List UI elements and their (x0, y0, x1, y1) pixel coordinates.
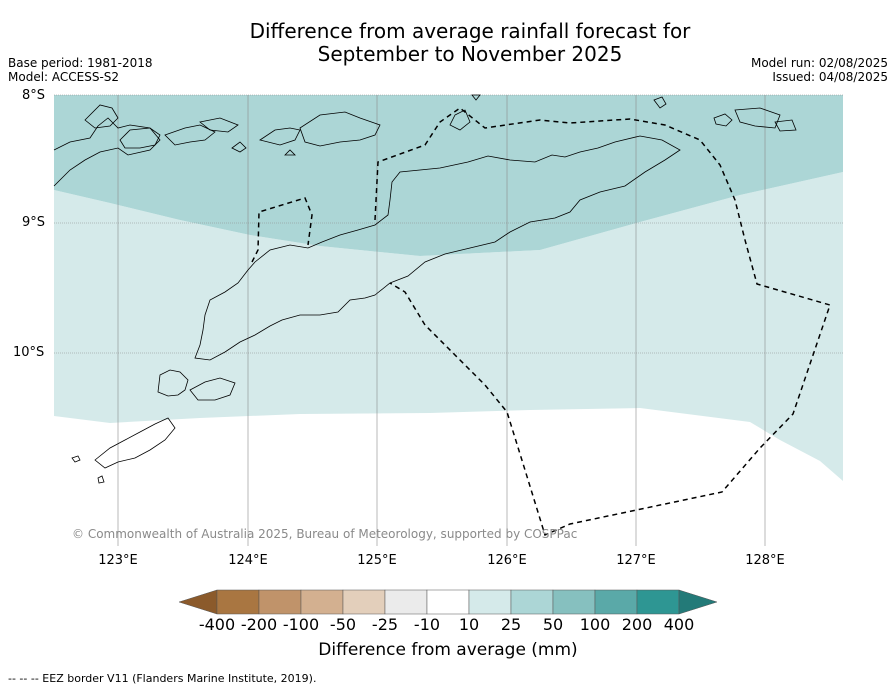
colorbar-title: Difference from average (mm) (318, 640, 578, 660)
cb-segment-3 (342, 589, 386, 615)
ne-islet-2 (713, 113, 733, 127)
cb-extend-low (178, 589, 218, 615)
cb-segment-8 (552, 589, 596, 615)
coastlines (53, 94, 797, 484)
lon-label-127e: 127°E (616, 553, 656, 568)
base-period: Base period: 1981-2018 (8, 56, 153, 70)
ne-islet-4 (774, 119, 797, 132)
band-25-50 (54, 95, 843, 256)
cb-extend-high (678, 589, 718, 615)
islet-4 (199, 117, 239, 133)
islet-1 (84, 104, 119, 129)
cb-label-5: -10 (413, 615, 441, 634)
ne-islet-3 (734, 107, 781, 129)
cb-segment-10 (636, 589, 680, 615)
alor-island (259, 127, 301, 146)
lon-label-124e: 124°E (228, 553, 268, 568)
cb-segment-9 (594, 589, 638, 615)
cb-label-9: 100 (579, 615, 611, 634)
lat-label-10s: 10°S (13, 345, 45, 360)
cb-segment-1 (258, 589, 302, 615)
cb-label-10: 200 (621, 615, 653, 634)
cb-label-7: 25 (500, 615, 522, 634)
rote-island (157, 369, 189, 397)
ne-islet-6 (471, 94, 481, 101)
cb-label-1: -200 (240, 615, 278, 634)
model-run: Model run: 02/08/2025 (750, 56, 888, 70)
lon-label-128e: 128°E (745, 553, 785, 568)
title-line-1: Difference from average rainfall forecas… (249, 19, 691, 43)
islet-2 (119, 127, 161, 149)
lat-label-8s: 8°S (22, 88, 46, 103)
map-title: Difference from average rainfall forecas… (0, 20, 896, 66)
cb-label-0: -400 (198, 615, 236, 634)
lon-label-125e: 125°E (357, 553, 397, 568)
cb-segment-4 (384, 589, 428, 615)
cb-label-4: -25 (371, 615, 399, 634)
eez-footnote: -- -- -- EEZ border V11 (Flanders Marine… (8, 672, 317, 685)
issued-date: Issued: 04/08/2025 (772, 70, 888, 84)
lat-label-9s: 9°S (22, 215, 46, 230)
small-islet-a (71, 455, 81, 463)
small-islet-b (97, 475, 105, 484)
cb-label-8: 50 (542, 615, 564, 634)
cb-label-11: 400 (663, 615, 695, 634)
title-line-2: September to November 2025 (317, 42, 623, 66)
islet-5 (231, 141, 247, 153)
band-10-25 (54, 172, 843, 481)
islet-3 (164, 124, 216, 146)
cb-segment-0 (216, 589, 260, 615)
cb-label-6: 10 (458, 615, 480, 634)
cb-label-2: -100 (282, 615, 320, 634)
model-name: Model: ACCESS-S2 (8, 70, 120, 84)
southwest-island (94, 417, 176, 469)
lon-label-126e: 126°E (487, 553, 527, 568)
cb-segment-5 (426, 589, 470, 615)
cb-segment-6 (468, 589, 512, 615)
sumba-edge (189, 377, 236, 401)
cb-label-3: -50 (329, 615, 357, 634)
flores-island (53, 117, 161, 187)
copyright-notice: © Commonwealth of Australia 2025, Bureau… (72, 527, 578, 541)
wetar-island (299, 111, 381, 147)
timor-island (194, 135, 681, 361)
ne-islet-1 (653, 96, 667, 109)
eez-border (251, 107, 831, 537)
cb-segment-7 (510, 589, 554, 615)
lon-label-123e: 123°E (98, 553, 138, 568)
cb-segment-2 (300, 589, 344, 615)
islet-6 (284, 149, 296, 156)
